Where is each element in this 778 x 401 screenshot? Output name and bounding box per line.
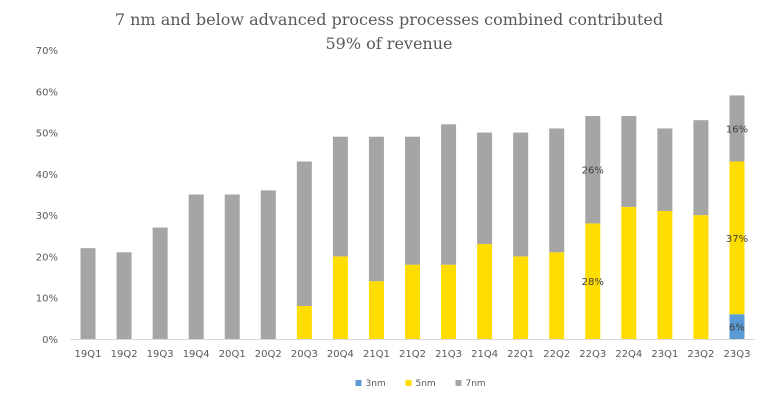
x-tick-label: 21Q3 bbox=[435, 349, 462, 360]
bar-7nm bbox=[477, 132, 493, 245]
data-label: 37% bbox=[726, 234, 748, 245]
x-tick-label: 22Q3 bbox=[579, 349, 606, 360]
x-tick-label: 20Q4 bbox=[327, 349, 354, 360]
y-tick-label: 10% bbox=[36, 294, 58, 305]
bar-7nm bbox=[585, 116, 601, 224]
bar-7nm bbox=[116, 252, 132, 339]
y-tick-label: 30% bbox=[36, 211, 58, 222]
data-label: 26% bbox=[582, 166, 604, 177]
bar-3nm bbox=[729, 314, 745, 339]
bar-7nm bbox=[80, 248, 96, 339]
bar-5nm bbox=[441, 264, 457, 339]
bar-7nm bbox=[621, 116, 637, 207]
bar-5nm bbox=[657, 211, 673, 339]
bar-5nm bbox=[621, 206, 637, 339]
x-tick-label: 21Q4 bbox=[471, 349, 498, 360]
bar-7nm bbox=[549, 128, 565, 253]
x-tick-label: 23Q3 bbox=[723, 349, 750, 360]
chart-title: 7 nm and below advanced process processe… bbox=[0, 8, 778, 56]
bar-7nm bbox=[405, 136, 420, 265]
y-tick-label: 40% bbox=[36, 170, 58, 181]
x-tick-label: 23Q1 bbox=[651, 349, 678, 360]
x-tick-label: 19Q1 bbox=[75, 349, 102, 360]
x-tick-label: 20Q1 bbox=[219, 349, 246, 360]
y-tick-label: 20% bbox=[36, 252, 58, 263]
y-tick-label: 70% bbox=[36, 46, 58, 57]
bar-7nm bbox=[441, 124, 457, 265]
bar-7nm bbox=[693, 120, 709, 216]
bar-7nm bbox=[657, 128, 673, 212]
bar-7nm bbox=[729, 95, 745, 162]
x-tick-label: 23Q2 bbox=[687, 349, 714, 360]
bar-7nm bbox=[368, 136, 384, 282]
bar-5nm bbox=[368, 281, 384, 339]
y-tick-label: 0% bbox=[42, 335, 58, 346]
data-label: 6% bbox=[729, 323, 745, 334]
x-tick-label: 20Q3 bbox=[291, 349, 318, 360]
chart-title-line-1: 7 nm and below advanced process processe… bbox=[114, 10, 664, 29]
legend-swatch-5nm bbox=[405, 380, 412, 386]
y-tick-label: 60% bbox=[36, 87, 58, 98]
legend-label-3nm: 3nm bbox=[366, 379, 386, 389]
bar-5nm bbox=[729, 161, 745, 315]
x-tick-label: 19Q2 bbox=[111, 349, 138, 360]
x-tick-label: 21Q2 bbox=[399, 349, 426, 360]
x-tick-label: 19Q3 bbox=[147, 349, 174, 360]
bar-7nm bbox=[513, 132, 529, 257]
bar-5nm bbox=[513, 256, 529, 339]
x-tick-label: 20Q2 bbox=[255, 349, 282, 360]
legend-label-5nm: 5nm bbox=[416, 379, 436, 389]
bar-5nm bbox=[296, 305, 312, 339]
chart-title-line-2: 59% of revenue bbox=[325, 34, 453, 53]
x-tick-label: 22Q4 bbox=[615, 349, 642, 360]
bar-5nm bbox=[477, 244, 493, 339]
bar-7nm bbox=[296, 161, 312, 306]
legend-swatch-3nm bbox=[355, 380, 362, 386]
bar-7nm bbox=[224, 194, 240, 339]
x-tick-label: 22Q2 bbox=[543, 349, 570, 360]
bar-5nm bbox=[332, 256, 348, 339]
bar-5nm bbox=[693, 215, 709, 339]
bar-7nm bbox=[152, 227, 168, 339]
x-tick-label: 19Q4 bbox=[183, 349, 210, 360]
bar-7nm bbox=[188, 194, 204, 339]
bar-5nm bbox=[585, 223, 601, 339]
legend-swatch-7nm bbox=[455, 380, 462, 386]
bar-5nm bbox=[549, 252, 565, 339]
y-tick-label: 50% bbox=[36, 129, 58, 140]
legend-label-7nm: 7nm bbox=[466, 379, 486, 389]
bar-5nm bbox=[405, 264, 420, 339]
bar-7nm bbox=[260, 190, 276, 339]
bar-7nm bbox=[332, 136, 348, 257]
x-tick-label: 21Q1 bbox=[363, 349, 390, 360]
data-label: 16% bbox=[726, 124, 748, 135]
x-tick-label: 22Q1 bbox=[507, 349, 534, 360]
data-label: 28% bbox=[582, 277, 604, 288]
